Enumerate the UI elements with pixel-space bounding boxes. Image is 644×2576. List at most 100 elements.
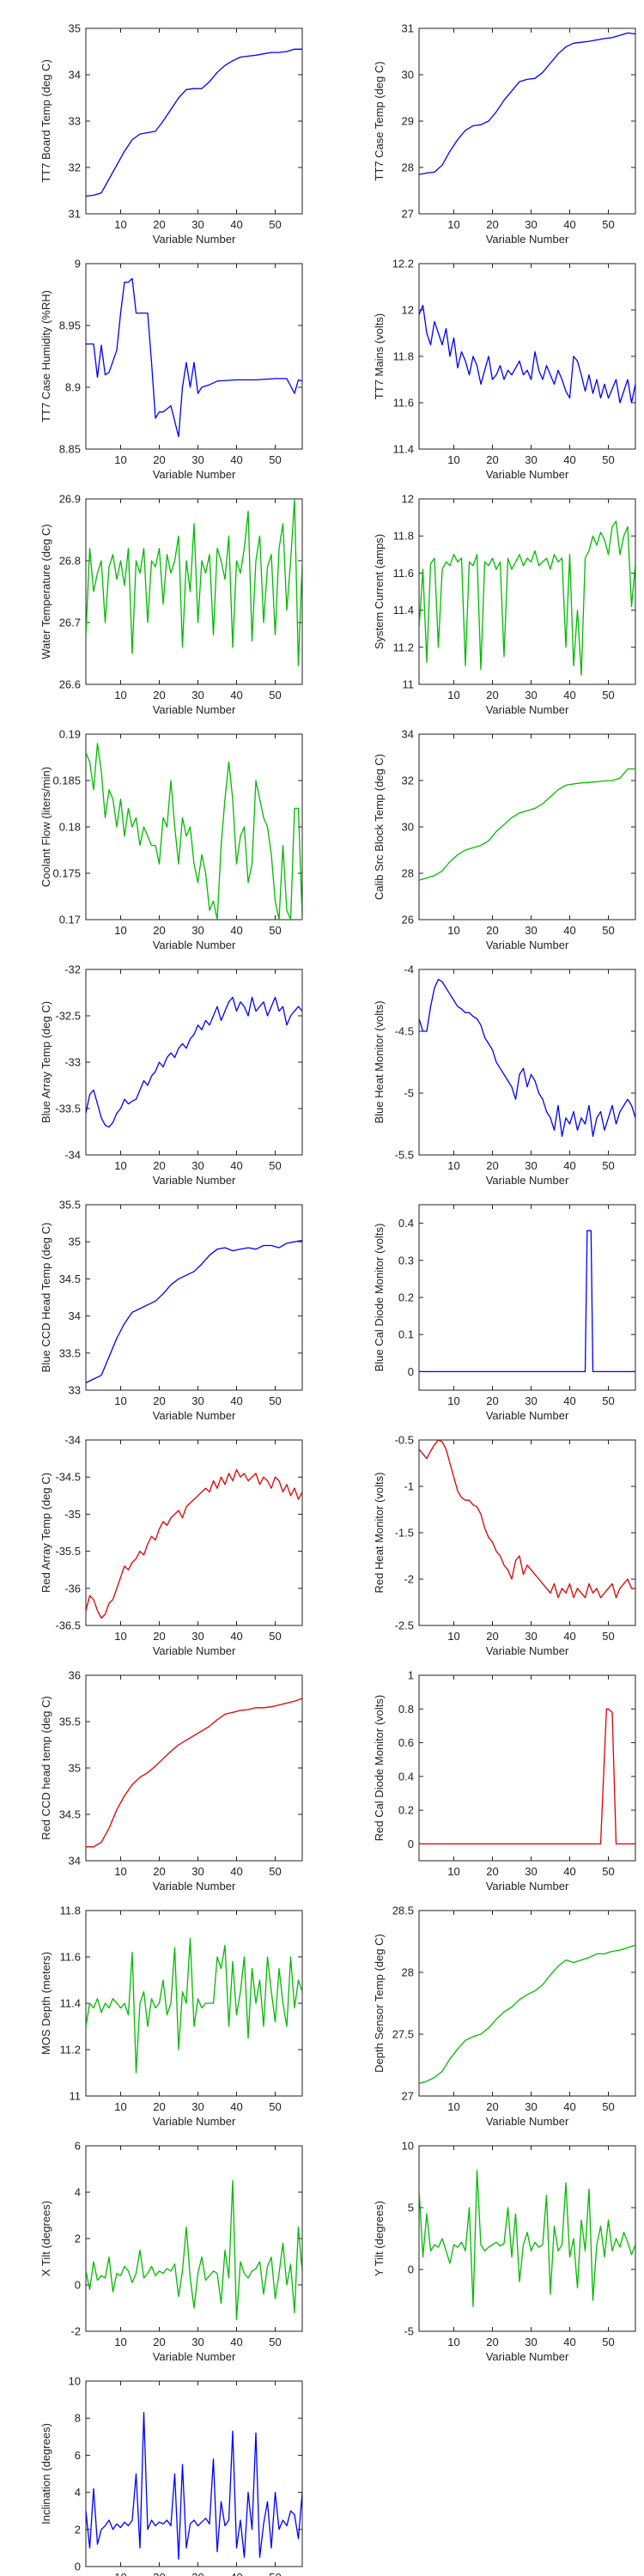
x-tick-label: 10 <box>447 1630 459 1643</box>
x-tick-label: 50 <box>602 924 614 937</box>
chart-panel-12: 0 0.1 0.2 0.3 0.4 10 20 30 40 50 Variable Number Bl… <box>373 1204 636 1422</box>
y-tick-label: 26.7 <box>59 617 81 629</box>
x-tick-label: 20 <box>486 924 498 937</box>
y-tick-label: 31 <box>402 22 414 35</box>
x-tick-label: 40 <box>230 2571 242 2576</box>
y-axis-label: Red Array Temp (deg C) <box>39 1473 52 1593</box>
plot-frame <box>85 263 303 450</box>
x-tick-label: 40 <box>563 1630 575 1643</box>
y-tick-label: 0 <box>408 1838 414 1850</box>
x-tick-label: 20 <box>486 1159 498 1172</box>
x-tick-label: 20 <box>486 1630 498 1643</box>
y-tick-label: 0.1 <box>398 1328 414 1341</box>
x-tick-label: 20 <box>153 2336 165 2348</box>
x-tick-label: 30 <box>525 1865 537 1878</box>
y-tick-label: 0.2 <box>398 1804 414 1817</box>
x-tick-label: 30 <box>191 218 204 231</box>
x-tick-label: 30 <box>191 1394 204 1407</box>
y-tick-label: 34 <box>402 728 414 741</box>
y-tick-label: -32 <box>64 963 81 976</box>
series-line <box>419 32 635 175</box>
y-axis-label: TT7 Mains (volts) <box>373 313 386 399</box>
x-tick-label: 10 <box>447 1159 459 1172</box>
y-tick-label: 1 <box>408 1669 414 1682</box>
chart-panel-19: -2 0 2 4 6 10 20 30 40 50 Variable Number X Tilt (d… <box>39 2140 303 2363</box>
y-tick-label: 27.5 <box>392 2028 414 2041</box>
y-tick-label: 11 <box>70 2090 82 2103</box>
x-tick-label: 50 <box>269 1630 281 1643</box>
x-tick-label: 40 <box>563 1159 575 1172</box>
x-tick-label: 30 <box>525 1394 537 1407</box>
y-axis-label: MOS Depth (meters) <box>39 1952 52 2055</box>
x-tick-label: 40 <box>563 218 575 231</box>
y-tick-label: 11.2 <box>60 2044 81 2057</box>
y-tick-label: 0.2 <box>398 1291 414 1304</box>
x-tick-label: 50 <box>269 1394 281 1407</box>
y-tick-label: -35.5 <box>55 1545 81 1558</box>
y-tick-label: 33 <box>69 115 81 128</box>
x-axis-label: Variable Number <box>486 2115 569 2128</box>
y-tick-label: 11.2 <box>393 641 414 653</box>
x-tick-label: 50 <box>602 218 614 231</box>
chart-panel-6: 11 11.2 11.4 11.6 11.8 12 10 20 30 40 50 Variable N… <box>373 493 636 716</box>
y-tick-label: 34.5 <box>59 1273 81 1285</box>
x-axis-label: Variable Number <box>486 233 569 246</box>
x-tick-label: 10 <box>447 2100 459 2113</box>
series-line <box>86 2412 302 2561</box>
chart-panel-10: -5.5 -5 -4.5 -4 10 20 30 40 50 Variable Number Blu… <box>373 963 636 1187</box>
y-tick-label: 10 <box>69 2375 81 2388</box>
x-axis-label: Variable Number <box>486 1409 569 1422</box>
y-tick-label: 28 <box>402 161 414 174</box>
x-tick-label: 30 <box>525 453 537 466</box>
y-tick-label: -33 <box>64 1056 81 1069</box>
x-tick-label: 30 <box>191 453 204 466</box>
y-tick-label: -32.5 <box>55 1010 81 1023</box>
y-tick-label: 0.175 <box>52 867 81 880</box>
plot-frame <box>418 263 636 450</box>
x-tick-label: 40 <box>230 1394 242 1407</box>
y-tick-label: 28 <box>402 867 414 880</box>
y-tick-label: 34.5 <box>59 1808 81 1821</box>
y-tick-label: 11 <box>403 678 415 691</box>
y-tick-label: -4 <box>404 963 414 976</box>
x-tick-label: 20 <box>153 924 165 937</box>
chart-panel-2: 27 28 29 30 31 10 20 30 40 50 Variable Number TT7 C… <box>373 22 636 246</box>
x-tick-label: 30 <box>525 2336 537 2348</box>
y-tick-label: 26.9 <box>59 493 81 506</box>
x-tick-label: 40 <box>230 2100 242 2113</box>
series-line <box>86 1937 302 2074</box>
x-tick-label: 20 <box>153 2100 165 2113</box>
y-tick-label: 0.4 <box>398 1770 414 1783</box>
x-tick-label: 50 <box>269 2100 281 2113</box>
y-tick-label: 35 <box>69 1236 81 1249</box>
x-tick-label: 40 <box>230 1159 242 1172</box>
x-tick-label: 10 <box>447 2336 459 2348</box>
y-tick-label: 2 <box>75 2233 81 2245</box>
series-line <box>86 1698 302 1848</box>
y-tick-label: 6 <box>75 2140 81 2153</box>
y-tick-label: 30 <box>402 69 414 82</box>
x-tick-label: 50 <box>269 2571 281 2576</box>
y-tick-label: -4.5 <box>395 1025 414 1038</box>
y-tick-label: 11.8 <box>393 350 414 363</box>
chart-panel-4: 11.4 11.6 11.8 12 12.2 10 20 30 40 50 Variable Num… <box>373 258 636 481</box>
x-axis-label: Variable Number <box>153 939 236 951</box>
x-tick-label: 50 <box>269 689 281 702</box>
x-tick-label: 10 <box>447 1865 459 1878</box>
series-line <box>419 1708 635 1845</box>
x-tick-label: 40 <box>563 1394 575 1407</box>
x-tick-label: 50 <box>269 1865 281 1878</box>
chart-panel-1: 31 32 33 34 35 10 20 30 40 50 Variable Number TT7 B… <box>39 22 303 246</box>
y-tick-label: 35.5 <box>59 1199 81 1212</box>
series-line <box>419 304 635 404</box>
x-tick-label: 50 <box>269 924 281 937</box>
x-tick-label: 10 <box>114 453 126 466</box>
x-tick-label: 40 <box>563 924 575 937</box>
x-axis-label: Variable Number <box>153 1174 236 1187</box>
chart-panel-21: 02468101020304050Variable NumberInclinat… <box>39 2375 303 2576</box>
x-tick-label: 30 <box>525 924 537 937</box>
x-axis-label: Variable Number <box>486 1880 569 1893</box>
y-axis-label: Depth Sensor Temp (deg C) <box>373 1934 386 2073</box>
y-tick-label: -34 <box>64 1434 81 1447</box>
